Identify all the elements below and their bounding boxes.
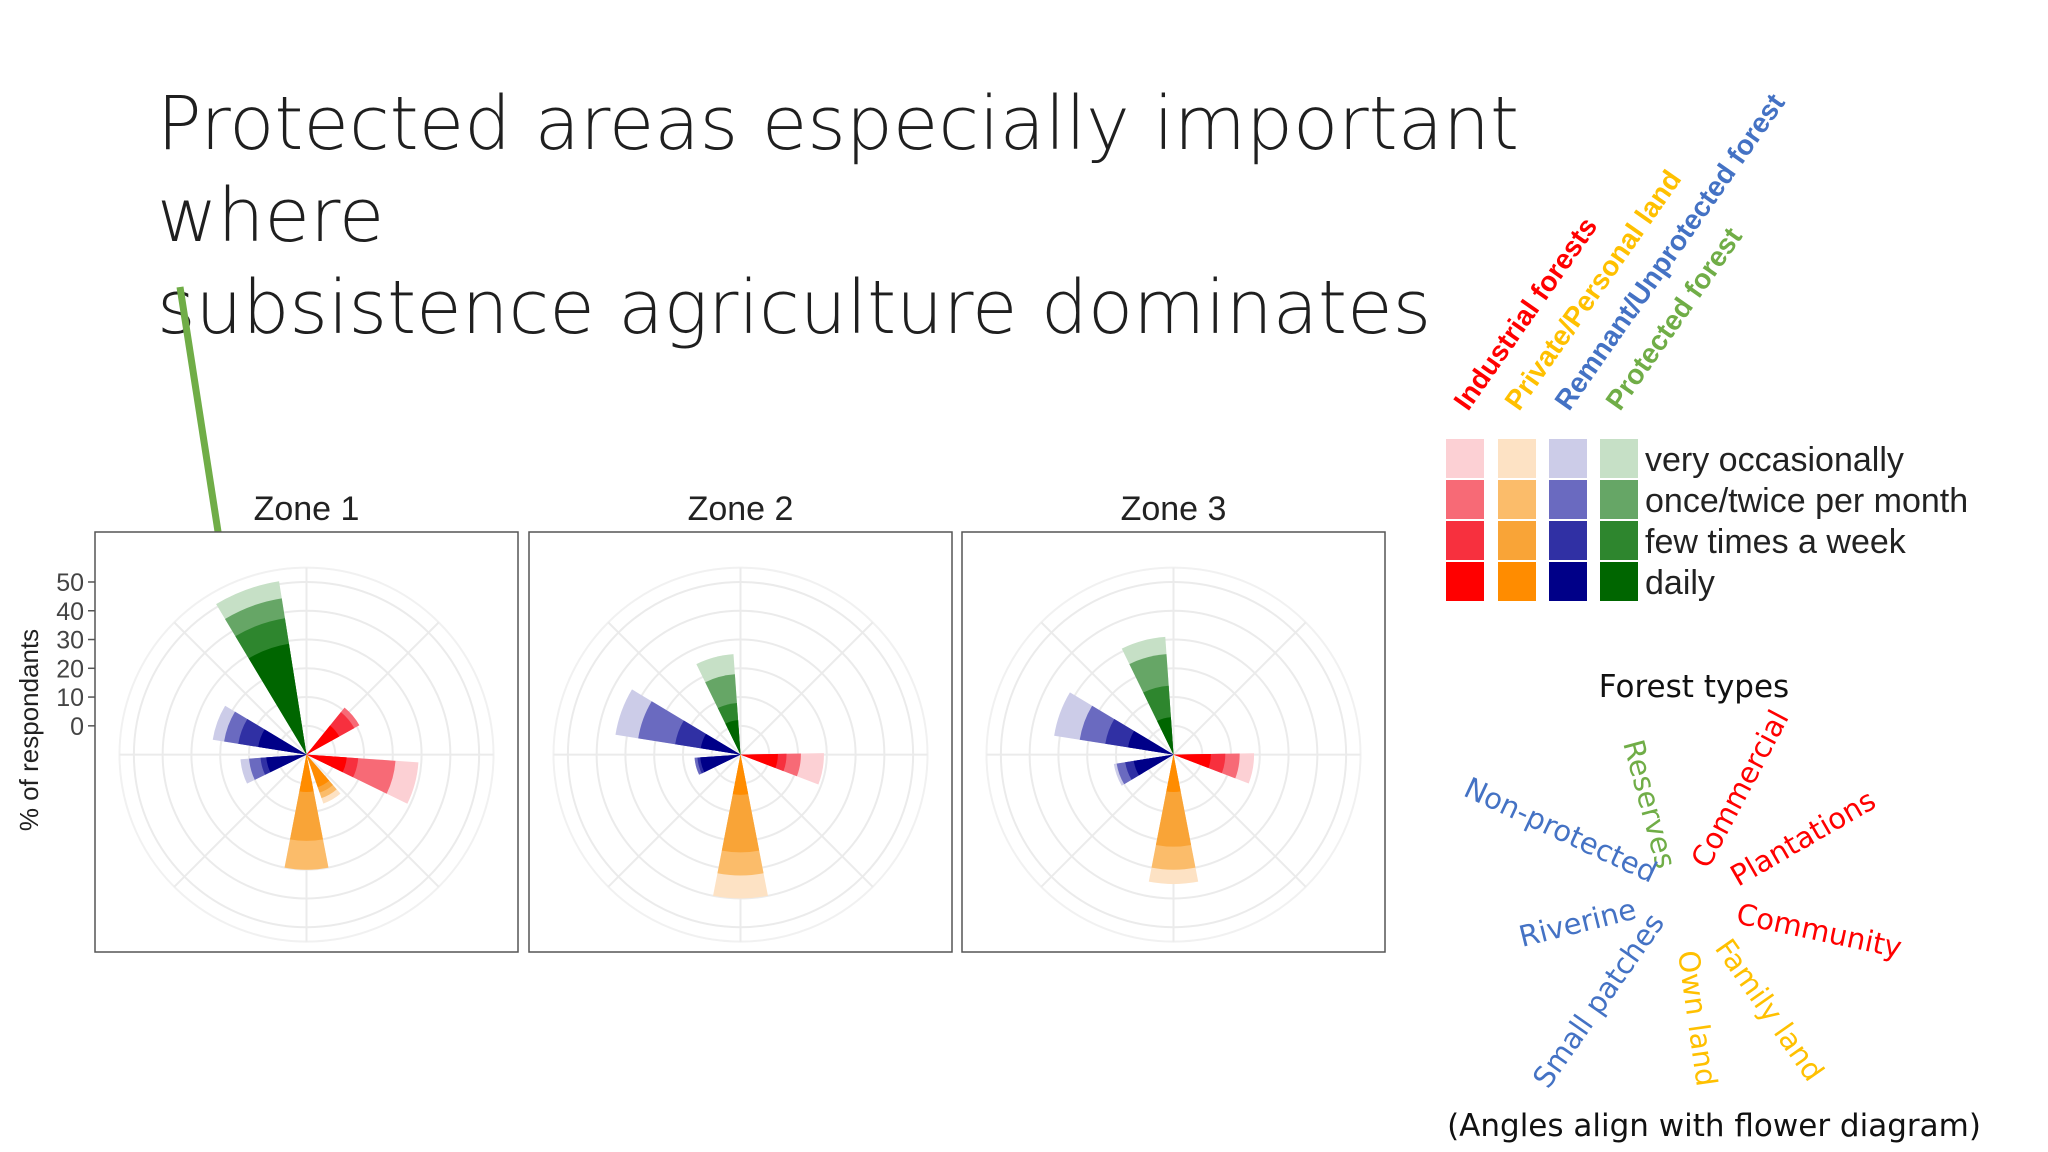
bar-daily [1133,754,1174,776]
panel-zone-1: Zone 1 [94,490,519,953]
arrow-shaft [176,286,223,539]
forest-types-caption: (Angles align with flower diagram) [1447,1108,1981,1144]
legend-swatch [1446,562,1484,601]
bar-daily [740,753,778,769]
panel-zone-2: Zone 2 [528,490,953,953]
forest-type-label: Family land [1708,933,1831,1088]
grid-spoke [607,753,742,888]
bar-daily [248,643,307,755]
legend-swatch [1446,439,1484,478]
grid-spoke [1040,753,1175,888]
legend-frequency-label: very occasionally [1645,441,1904,479]
panel-title: Zone 2 [688,490,794,528]
legend-swatch [1549,521,1587,560]
panel-title: Zone 1 [254,490,360,528]
legend-swatch [1498,521,1536,560]
legend-swatch [1549,480,1587,519]
y-tick-label: 30 [56,627,84,655]
grid-spoke [1172,621,1307,756]
legend-swatch [1498,439,1536,478]
y-tick-label: 0 [70,713,84,741]
bar-few_times_week [721,754,760,853]
legend-swatch [1600,439,1638,478]
grid-spoke [1172,753,1307,888]
bar-daily [1157,717,1174,755]
bar-daily [1166,754,1181,793]
title-line-1: Protected areas especially important whe… [157,81,1519,259]
bar-few_times_week [290,754,323,841]
grid-spoke [173,753,308,888]
legend-swatch [1498,562,1536,601]
bar-few_times_week [1155,754,1192,847]
y-tick-label: 50 [56,569,84,597]
grid-spoke [739,753,874,888]
legend-swatch [1498,480,1536,519]
forest-type-label: Own land [1671,948,1724,1088]
bar-daily [306,754,330,788]
forest-type-label: Community [1734,897,1905,965]
grid-spoke [173,621,308,756]
legend-swatch [1600,480,1638,519]
bar-daily [732,754,749,795]
bar-daily [306,725,340,755]
forest-types-title: Forest types [1599,669,1789,705]
bar-daily [1128,730,1174,755]
bar-daily [725,720,741,755]
legend-swatch [1446,480,1484,519]
legend-swatch [1600,521,1638,560]
bar-daily [700,754,741,773]
legend-swatch [1549,562,1587,601]
panel-zone-3: Zone 3 [961,490,1386,953]
grid-spoke [1040,621,1175,756]
legend-swatch [1600,562,1638,601]
bar-daily [306,754,347,773]
legend-frequency-label: once/twice per month [1645,482,1968,520]
grid-spoke [739,621,874,756]
legend-frequency-label: daily [1645,564,1715,602]
y-tick-label: 20 [56,655,84,683]
bar-daily [299,754,314,792]
y-tick-label: 40 [56,598,84,626]
legend-swatch [1549,439,1587,478]
grid-spoke [305,753,440,888]
grid-spoke [607,621,742,756]
legend-swatch [1446,521,1484,560]
bar-daily [1173,753,1211,769]
bar-daily [266,754,307,773]
y-tick-label: 10 [56,684,84,712]
y-axis-title: % of respondants [14,629,44,831]
panel-title: Zone 3 [1121,490,1227,528]
slide-title: Protected areas especially important whe… [157,78,1657,354]
title-line-2: subsistence agriculture dominates [157,265,1432,351]
bar-daily [700,733,741,755]
legend-frequency-label: few times a week [1645,523,1907,561]
bar-daily [258,729,307,755]
